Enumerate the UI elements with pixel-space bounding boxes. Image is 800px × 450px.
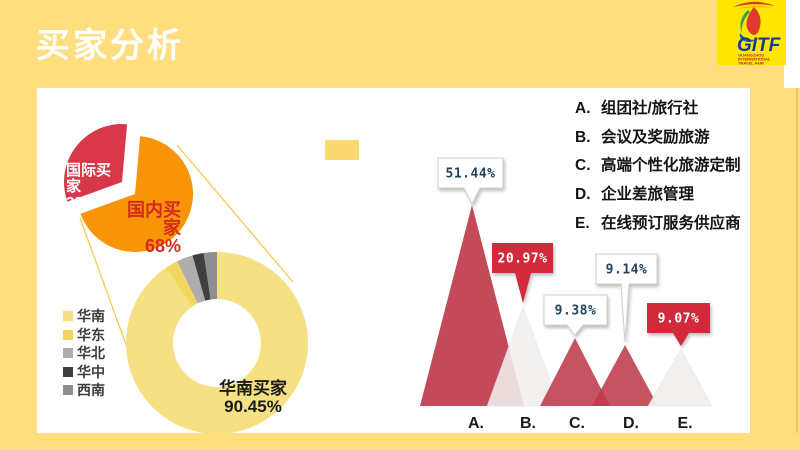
origin-pie-chart: 国际买 家 32% 国内买 家 68% <box>64 123 194 256</box>
legend-label-xinan: 西南 <box>77 382 105 398</box>
category-labels: A. B. C. D. E. <box>468 415 693 432</box>
callout-b-value: 20.97% <box>498 252 548 267</box>
callout-c-bubble <box>543 294 608 336</box>
right-border-strip <box>750 88 800 433</box>
buyer-type-chart: 51.44% 20.97% 9.38% 9.14% 9.07% A. B. C.… <box>420 157 713 432</box>
legend-text-e: 在线预订服务供应商 <box>601 214 741 232</box>
triangle-b <box>486 306 561 407</box>
legend-key-a: A. <box>575 100 591 117</box>
gitf-logo: GITF GUANGZHOU INTERNATIONAL TRAVEL FAIR <box>717 0 786 66</box>
region-legend: 华南 华东 华北 华中 西南 <box>63 308 105 398</box>
connector-line-right <box>176 144 294 283</box>
legend-text-c: 高端个性化旅游定制 <box>601 157 741 175</box>
callout-a-value: 51.44% <box>446 167 496 182</box>
right-edge-line <box>796 88 798 433</box>
logo-sub3: TRAVEL FAIR <box>738 61 764 66</box>
callout-c-value: 9.38% <box>555 304 597 319</box>
category-label-e: E. <box>677 415 692 432</box>
legend-item-a: A. 组团社/旅行社 <box>575 95 765 124</box>
yellow-deco-rect <box>325 140 359 160</box>
legend-text-b: 会议及奖励旅游 <box>601 128 710 146</box>
logo-top-stripe <box>733 1 775 7</box>
donut-callout-line1: 华南买家 <box>219 378 287 398</box>
callout-b-bubble <box>492 243 553 303</box>
bird-blue-wing-icon <box>739 33 758 42</box>
value-callouts: 51.44% 20.97% 9.38% 9.14% 9.07% <box>437 157 710 346</box>
category-label-d: D. <box>623 415 639 432</box>
pie-intl-label-line1: 国际买 <box>66 162 111 179</box>
legend-text-d: 企业差旅管理 <box>601 186 695 204</box>
callout-e-bubble <box>647 303 710 346</box>
bird-body-icon <box>746 7 761 35</box>
callout-d-bubble <box>595 253 658 343</box>
triangle-e <box>647 348 713 407</box>
legend-key-e: E. <box>575 214 590 232</box>
legend-swatch-huanan <box>63 311 73 321</box>
logo-gitf-text: GITF <box>737 35 782 56</box>
legend-item-e: E. 在线预订服务供应商 <box>575 210 765 239</box>
legend-swatch-huadong <box>63 330 73 340</box>
legend-swatch-huazhong <box>63 367 73 377</box>
pie-slice-domestic <box>80 136 194 252</box>
page-title: 买家分析 <box>36 27 184 65</box>
legend-label-huanan: 华南 <box>77 308 105 324</box>
bottom-border-strip <box>0 433 800 450</box>
legend-swatch-huabei <box>63 348 73 358</box>
category-label-c: C. <box>569 415 585 432</box>
pie-domestic-label-line2: 家 <box>163 217 182 238</box>
legend-item-d: D. 企业差旅管理 <box>575 181 765 210</box>
pie-slice-international <box>64 123 128 202</box>
logo-sub2: INTERNATIONAL <box>738 57 771 62</box>
legend-label-huabei: 华北 <box>77 345 105 361</box>
top-right-white-corner <box>784 0 800 88</box>
pie-domestic-label-line1: 国内买 <box>127 199 181 220</box>
region-donut-chart: 华南买家 90.45% <box>126 252 308 433</box>
donut-callout-line2: 90.45% <box>224 397 282 416</box>
buyer-type-legend: A. 组团社/旅行社 B. 会议及奖励旅游 C. 高端个性化旅游定制 D. 企业… <box>575 95 765 239</box>
donut-segment-xinan <box>203 252 217 300</box>
category-label-a: A. <box>468 415 484 432</box>
logo-top-stripe2 <box>737 5 773 9</box>
callout-e-value: 9.07% <box>658 312 700 327</box>
gitf-logo-art: GITF GUANGZHOU INTERNATIONAL TRAVEL FAIR <box>733 1 782 66</box>
donut-segment-huadong <box>165 261 198 307</box>
legend-text-a: 组团社/旅行社 <box>601 100 699 117</box>
connector-line-left <box>79 217 129 351</box>
pie-domestic-label-line3: 68% <box>145 236 181 256</box>
logo-sub1: GUANGZHOU <box>738 53 764 58</box>
donut-segment-huanan <box>126 252 308 433</box>
donut-segment-huabei <box>177 255 206 304</box>
legend-key-c: C. <box>575 157 591 175</box>
pie-intl-label-line3: 32% <box>66 194 96 211</box>
legend-key-b: B. <box>575 128 591 146</box>
legend-label-huazhong: 华中 <box>77 364 105 380</box>
legend-swatch-xinan <box>63 385 73 395</box>
donut-segment-huazhong <box>192 253 211 301</box>
category-label-b: B. <box>520 415 536 432</box>
buyer-origin-charts: 华南买家 90.45% 国际买 家 32% 国内买 家 68% 华南 华东 华北… <box>63 123 308 433</box>
peak-triangles <box>420 205 713 407</box>
triangle-a <box>420 205 524 406</box>
pie-intl-label-line2: 家 <box>66 177 81 195</box>
legend-label-huadong: 华东 <box>77 327 105 343</box>
triangle-c <box>540 338 610 406</box>
legend-item-b: B. 会议及奖励旅游 <box>575 124 765 153</box>
callout-d-value: 9.14% <box>606 263 648 278</box>
callout-a-bubble <box>437 157 504 206</box>
triangle-d <box>592 345 658 406</box>
legend-key-d: D. <box>575 186 591 204</box>
legend-item-c: C. 高端个性化旅游定制 <box>575 152 765 181</box>
bird-green-wing-icon <box>740 10 750 34</box>
title-banner <box>0 0 784 88</box>
left-border-strip <box>0 88 37 433</box>
